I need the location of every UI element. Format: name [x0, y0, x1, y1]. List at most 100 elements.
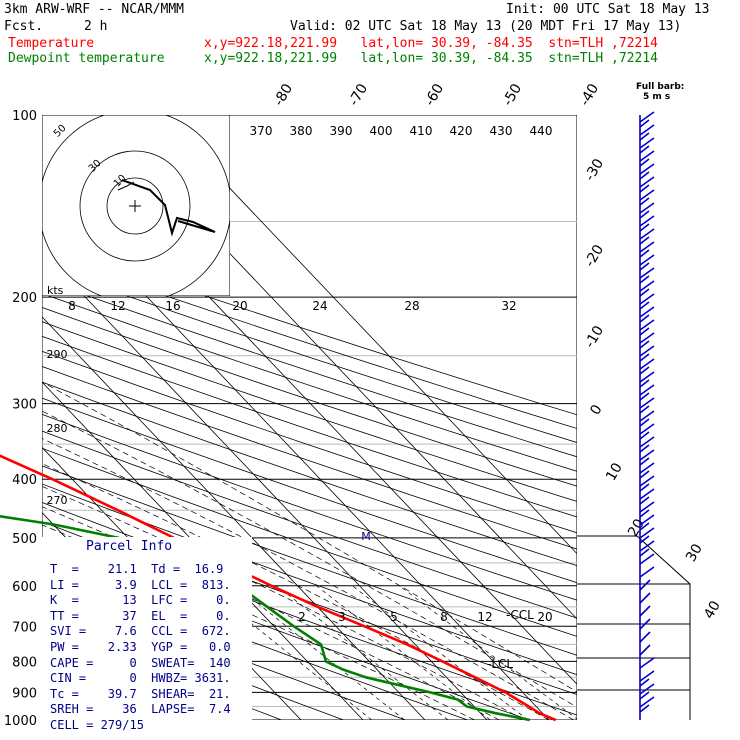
wind-barb [639, 119, 650, 128]
wind-barb [639, 384, 655, 396]
isotherm-tick-label: 20 [625, 516, 648, 539]
wind-barb [639, 202, 655, 214]
isotherm-line [42, 381, 364, 720]
wind-barb [639, 184, 650, 193]
wind-barb [639, 683, 655, 695]
wind-barb [639, 618, 651, 630]
pressure-tick-label: 1000 [4, 714, 37, 729]
mixing-ratio-label: 5 [390, 610, 398, 624]
parcel-info-row: TT = 37 EL = 0. [50, 608, 231, 623]
wind-barb [639, 522, 650, 531]
valid-time: Valid: 02 UTC Sat 18 May 13 (20 MDT Fri … [290, 19, 682, 34]
isotherm-tick-label: -20 [582, 242, 607, 270]
wind-barb [639, 644, 651, 656]
wind-barb [639, 423, 655, 435]
hodograph-speed-label: 28 [404, 299, 419, 313]
isotherm-tick-label: 10 [603, 460, 626, 483]
theta-label: 410 [410, 124, 433, 138]
ccl-marker: -CCL [506, 608, 534, 622]
moist-adiabat-line [42, 438, 574, 720]
hodograph-ring [79, 150, 191, 262]
dry-adiabat-line [42, 239, 577, 416]
wind-barb [639, 158, 650, 167]
wind-barb [639, 535, 650, 544]
wind-barb [639, 444, 650, 453]
wind-barb [639, 457, 650, 466]
dry-adiabat-line [42, 483, 577, 676]
wind-barb [639, 332, 655, 344]
mixing-ratio-label: 12 [477, 610, 492, 624]
moist-adiabat-line [42, 524, 475, 720]
parcel-info-row: T = 21.1 Td = 16.9 [50, 562, 224, 576]
dry-adiabat-line [42, 350, 577, 534]
parcel-info-row: SVI = 7.6 CCL = 672. [50, 624, 231, 639]
wind-barb [639, 189, 655, 201]
parcel-info-row: CIN = 0 HWBZ= 3631. [50, 671, 231, 686]
wind-barb [639, 540, 655, 552]
wind-barb [639, 431, 650, 440]
dry-adiabat-line [42, 581, 406, 720]
mixing-ratio-line [235, 585, 405, 720]
wind-barb [639, 418, 650, 427]
dry-adiabat-line [42, 381, 577, 567]
moist-adiabat-line [42, 410, 577, 708]
full-barb-label: Full barb: [636, 82, 685, 92]
wind-barb [639, 704, 650, 713]
hodograph-speed-label: 24 [312, 299, 327, 313]
wind-barb [639, 379, 650, 388]
wind-barb [639, 223, 650, 232]
wind-barb [639, 262, 650, 271]
hodograph-speed-label: 32 [501, 299, 516, 313]
diagram-outline [577, 535, 691, 720]
wind-barb [639, 527, 655, 539]
wind-barb [639, 306, 655, 318]
dry-adiabat-line [42, 397, 577, 584]
parcel-info-panel [42, 537, 252, 727]
moist-adiabat-line [42, 485, 525, 720]
wind-barb [639, 210, 650, 219]
hodograph-speed-label: 8 [68, 299, 76, 313]
lcl-marker: -LCL [487, 657, 513, 671]
wind-barb [639, 475, 655, 487]
wind-barb [639, 371, 655, 383]
wind-barb [639, 319, 655, 331]
wind-barb [639, 566, 655, 578]
wind-barb [639, 215, 655, 227]
wind-barb [639, 670, 655, 682]
dry-adiabat-line [42, 335, 577, 518]
dry-adiabat-line [42, 321, 577, 502]
wind-barb [639, 301, 650, 310]
wind-barb [639, 553, 655, 565]
parcel-info-row: CELL = 279/15 [50, 718, 144, 732]
wind-barb [639, 657, 655, 669]
hodograph-speed-label: 12 [110, 299, 125, 313]
wind-barb [639, 514, 655, 526]
wind-barb [639, 592, 651, 604]
wind-barb [639, 579, 651, 591]
isotherm-tick-label: -10 [582, 323, 607, 351]
wind-barb [639, 288, 650, 297]
hodograph-ring [106, 177, 164, 235]
pressure-tick-label: 700 [12, 620, 37, 635]
pressure-tick-label: 300 [12, 398, 37, 413]
parcel-info-row: CAPE = 0 SWEAT= 140 [50, 655, 231, 670]
mixing-ratio-line [352, 585, 529, 720]
wind-barb [639, 124, 655, 136]
wind-barb [639, 397, 655, 409]
forecast-value: 2 h [84, 19, 108, 34]
wind-barb [639, 436, 655, 448]
hodograph-trace [121, 179, 216, 237]
wind-barb [639, 509, 650, 518]
wind-barb [639, 410, 655, 422]
dewpoint-legend-info: x,y=922.18,221.99 lat,lon= 30.39, -84.35… [204, 51, 658, 66]
isotherm-line [42, 316, 426, 720]
wind-barb [639, 691, 650, 700]
wind-barb [639, 631, 651, 643]
isotherm-tick-label: 40 [701, 598, 724, 621]
pressure-tick-label: 400 [12, 473, 37, 488]
theta-label: 430 [490, 124, 513, 138]
isotherm-tick-label: -70 [346, 81, 371, 109]
isotherm-line [159, 115, 577, 555]
hodograph-trace [117, 181, 135, 191]
